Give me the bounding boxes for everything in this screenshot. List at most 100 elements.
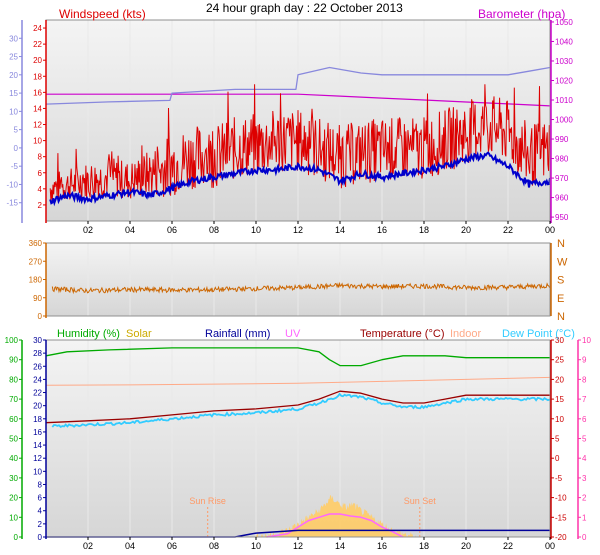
uv-axis-tick-label: 4 <box>582 454 587 463</box>
wind-axis-tick-label: 20 <box>33 56 42 65</box>
humidity-axis-tick-label: 20 <box>9 494 18 503</box>
rain-axis-tick-label: 20 <box>33 402 42 411</box>
legend-temperature-c: Temperature (°C) <box>360 328 444 340</box>
dew-point-series-line <box>51 392 550 428</box>
wind-panel-x-tick-label: 02 <box>83 225 93 235</box>
temperature-axis-tick-label: 20 <box>555 375 564 384</box>
wind-axis-tick-label: 14 <box>33 104 42 113</box>
wind-axis-tick-label: 16 <box>33 88 42 97</box>
dew-axis-tick-label: 30 <box>9 34 18 43</box>
temperature-axis-tick-label: -15 <box>555 513 567 522</box>
barometer-axis-tick-label: 950 <box>555 213 569 222</box>
temperature-panel-x-tick-label: 10 <box>251 541 261 551</box>
average-wind-series-line <box>49 151 551 207</box>
temperature-axis-tick-label: 30 <box>555 336 564 345</box>
uv-axis-tick-label: 10 <box>582 336 591 345</box>
uv-axis-tick-label: 3 <box>582 474 587 483</box>
wind-panel-x-tick-label: 14 <box>335 225 345 235</box>
dew-axis-tick-label: 15 <box>9 89 18 98</box>
direction-axis-tick-label: 180 <box>29 276 43 285</box>
temperature-axis-tick-label: 0 <box>555 454 560 463</box>
temperature-panel-x-tick-label: 04 <box>125 541 135 551</box>
barometer-axis-tick-label: 1030 <box>555 57 573 66</box>
humidity-axis-tick-label: 30 <box>9 474 18 483</box>
wind-axis-tick-label: 18 <box>33 72 42 81</box>
legend-humidity: Humidity (%) <box>57 328 120 340</box>
compass-label: S <box>557 275 564 287</box>
barometer-legend: Barometer (hpa) <box>478 7 565 21</box>
temperature-panel-x-tick-label: 02 <box>83 541 93 551</box>
temperature-panel-x-tick-label: 06 <box>167 541 177 551</box>
rain-axis-tick-label: 14 <box>33 441 42 450</box>
wind-panel-x-tick-label: 06 <box>167 225 177 235</box>
page-title: 24 hour graph day : 22 October 2013 <box>206 1 403 15</box>
barometer-axis-tick-label: 980 <box>555 155 569 164</box>
rain-axis-tick-label: 12 <box>33 454 42 463</box>
humidity-axis-tick-label: 80 <box>9 375 18 384</box>
legend-dew-point-c: Dew Point (°C) <box>502 328 575 340</box>
dew-axis-tick-label: 0 <box>14 144 19 153</box>
solar-series-area <box>256 495 416 537</box>
uv-axis-tick-label: 1 <box>582 513 587 522</box>
sun-rise-label: Sun Rise <box>189 496 226 506</box>
humidity-axis-tick-label: 90 <box>9 356 18 365</box>
temperature-axis-tick-label: -10 <box>555 494 567 503</box>
direction-axis-tick-label: 0 <box>38 312 43 321</box>
legend-rainfall-mm: Rainfall (mm) <box>205 328 270 340</box>
humidity-axis-tick-label: 40 <box>9 454 18 463</box>
uv-axis-tick-label: 6 <box>582 415 587 424</box>
compass-label: N <box>557 311 565 323</box>
humidity-axis-tick-label: 0 <box>14 533 19 542</box>
compass-label: N <box>557 238 565 250</box>
barometer-series-line <box>46 93 551 107</box>
wind-panel-x-tick-label: 18 <box>419 225 429 235</box>
uv-axis-tick-label: 8 <box>582 375 587 384</box>
uv-axis-tick-label: 9 <box>582 356 587 365</box>
wind-axis-tick-label: 10 <box>33 137 42 146</box>
rain-axis-tick-label: 4 <box>38 507 43 516</box>
direction-axis-tick-label: 360 <box>29 239 43 248</box>
rain-axis-tick-label: 6 <box>38 494 43 503</box>
uv-axis-tick-label: 0 <box>582 533 587 542</box>
temperature-panel-x-tick-label: 00 <box>545 541 555 551</box>
temperature-axis-tick-label: 10 <box>555 415 564 424</box>
rain-axis-tick-label: 22 <box>33 389 42 398</box>
wind-panel-x-tick-label: 08 <box>209 225 219 235</box>
dew-axis-tick-label: -10 <box>6 180 18 189</box>
wind-axis-tick-label: 12 <box>33 121 42 130</box>
wind-panel-x-tick-label: 16 <box>377 225 387 235</box>
humidity-axis-tick-label: 70 <box>9 395 18 404</box>
wind-panel-x-tick-label: 12 <box>293 225 303 235</box>
dew-axis-tick-label: -5 <box>11 162 19 171</box>
wind-panel-x-tick-label: 04 <box>125 225 135 235</box>
dew-axis-tick-label: 10 <box>9 107 18 116</box>
rain-axis-tick-label: 24 <box>33 375 42 384</box>
wind-panel-x-tick-label: 10 <box>251 225 261 235</box>
wind-axis-tick-label: 4 <box>38 185 43 194</box>
barometer-axis-tick-label: 1050 <box>555 18 573 27</box>
temperature-axis-tick-label: 5 <box>555 435 560 444</box>
rain-axis-tick-label: 26 <box>33 362 42 371</box>
barometer-axis-tick-label: 990 <box>555 135 569 144</box>
temperature-panel-x-tick-label: 14 <box>335 541 345 551</box>
humidity-axis-tick-label: 100 <box>5 336 19 345</box>
uv-axis-tick-label: 5 <box>582 435 587 444</box>
dew-axis-tick-label: 5 <box>14 126 19 135</box>
dew-axis-tick-label: -15 <box>6 199 18 208</box>
barometer-axis-tick-label: 1040 <box>555 37 573 46</box>
temperature-axis-tick-label: -5 <box>555 474 563 483</box>
sun-set-label: Sun Set <box>404 496 437 506</box>
wind-axis-tick-label: 24 <box>33 24 42 33</box>
dew-axis-tick-label: 20 <box>9 71 18 80</box>
humidity-axis-tick-label: 50 <box>9 435 18 444</box>
wind-axis-tick-label: 2 <box>38 201 43 210</box>
humidity-axis-tick-label: 10 <box>9 513 18 522</box>
wind-axis-tick-label: 6 <box>38 169 43 178</box>
rain-axis-tick-label: 2 <box>38 520 43 529</box>
barometer-axis-tick-label: 1020 <box>555 76 573 85</box>
dew-axis-tick-label: 25 <box>9 53 18 62</box>
compass-label: E <box>557 293 564 305</box>
barometer-axis-tick-label: 960 <box>555 194 569 203</box>
indoor-series-line <box>45 376 551 386</box>
